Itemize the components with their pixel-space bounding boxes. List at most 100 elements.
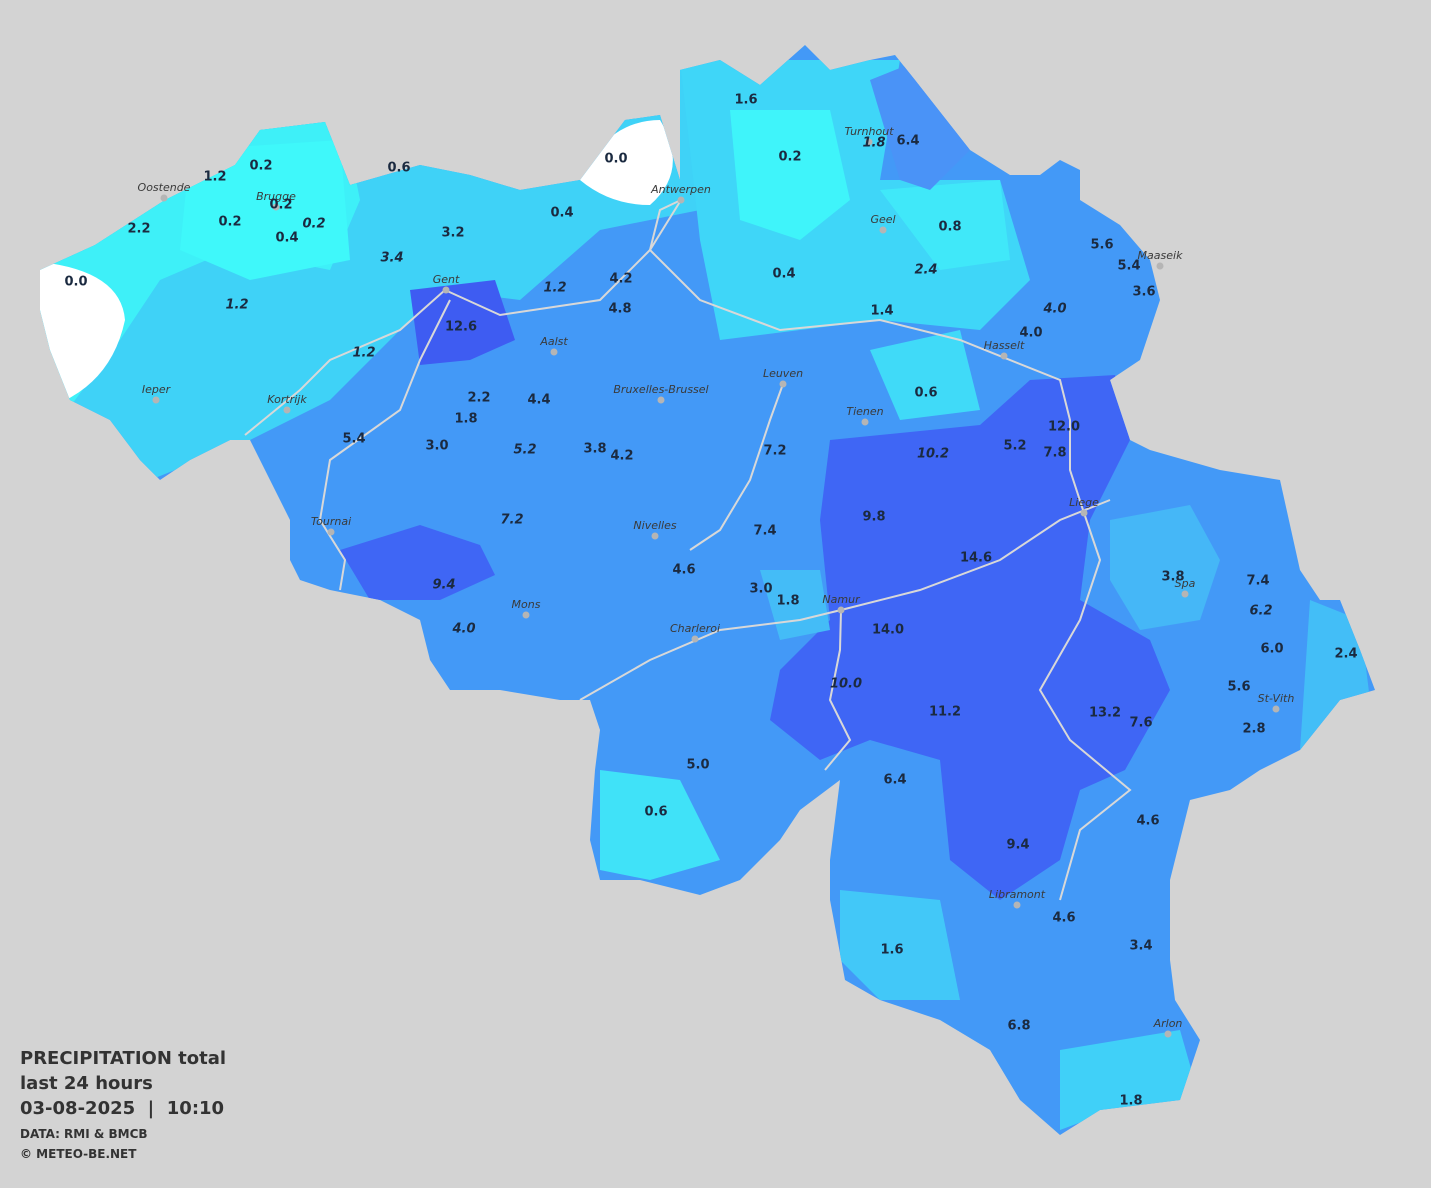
station-value: 2.2	[467, 391, 490, 406]
station-value: 0.4	[550, 206, 573, 221]
station-value: 4.0	[1019, 326, 1042, 341]
city-dot	[1156, 262, 1164, 270]
station-value: 14.6	[960, 551, 992, 566]
city-label: Spa	[1175, 577, 1196, 590]
station-value: 1.4	[870, 304, 893, 319]
city-dot	[691, 635, 699, 643]
station-value: 2.4	[1334, 647, 1357, 662]
city-dot	[651, 532, 659, 540]
city-dot	[657, 396, 665, 404]
station-value: 0.6	[644, 805, 667, 820]
station-value: 3.0	[749, 582, 772, 597]
station-value: 12.0	[1048, 420, 1080, 435]
station-value: 0.4	[772, 267, 795, 282]
city-dot	[442, 286, 450, 294]
title-line: PRECIPITATION total	[20, 1048, 226, 1069]
station-value: 3.6	[1132, 285, 1155, 300]
station-value: 3.2	[441, 226, 464, 241]
station-value: 11.2	[929, 705, 961, 720]
station-value: 0.2	[778, 150, 801, 165]
city-label: Geel	[870, 213, 895, 226]
city-dot	[879, 226, 887, 234]
city-dot	[152, 396, 160, 404]
city-dot	[1164, 1030, 1172, 1038]
station-value: 7.6	[1129, 716, 1152, 731]
station-value: 3.4	[1129, 939, 1152, 954]
station-value: 6.8	[1007, 1019, 1030, 1034]
station-value: 0.2	[249, 159, 272, 174]
station-value: 1.2	[225, 298, 248, 313]
station-value: 4.6	[1136, 814, 1159, 829]
city-label: Hasselt	[984, 339, 1025, 352]
city-label: Ieper	[142, 383, 172, 396]
city-label: Bruxelles-Brussel	[613, 383, 708, 396]
city-dot	[837, 606, 845, 614]
city-dot	[1013, 901, 1021, 909]
station-value: 5.4	[342, 432, 365, 447]
station-value: 1.6	[734, 93, 757, 108]
city-label: Turnhout	[844, 125, 894, 138]
station-value: 6.4	[883, 773, 906, 788]
title-line: last 24 hours	[20, 1073, 153, 1094]
station-value: 4.6	[672, 563, 695, 578]
station-value: 6.4	[896, 134, 919, 149]
station-value: 6.2	[1249, 604, 1272, 619]
city-dot	[1272, 705, 1280, 713]
station-value: 7.2	[500, 513, 523, 528]
station-value: 0.0	[604, 152, 627, 167]
station-value: 1.2	[203, 170, 226, 185]
station-value: 6.0	[1260, 642, 1283, 657]
station-value: 0.2	[302, 217, 325, 232]
station-value: 5.2	[513, 443, 536, 458]
station-value: 5.0	[686, 758, 709, 773]
city-dot	[861, 418, 869, 426]
station-value: 4.8	[608, 302, 631, 317]
station-value: 0.2	[269, 198, 292, 213]
credit: DATA: RMI & BMCB	[20, 1127, 148, 1141]
city-label: Charleroi	[670, 622, 720, 635]
city-label: Namur	[822, 593, 861, 606]
station-value: 1.8	[862, 136, 885, 151]
station-value: 7.4	[1246, 574, 1269, 589]
station-value: 10.0	[830, 677, 862, 692]
station-layer: 1.6 0.2 1.8 6.4 0.0 0.2 1.2 0.6 0.2 0.2 0.4 0.2 2.2 3…	[64, 93, 1357, 1109]
city-label: Arlon	[1153, 1017, 1183, 1030]
station-value: 3.8	[1161, 570, 1184, 585]
station-value: 5.6	[1090, 238, 1113, 253]
station-value: 4.2	[609, 272, 632, 287]
station-value: 2.4	[914, 263, 937, 278]
city-dot	[522, 611, 530, 619]
station-value: 0.2	[218, 215, 241, 230]
city-label: St-Vith	[1258, 692, 1295, 705]
city-dot	[550, 348, 558, 356]
city-label: Oostende	[138, 181, 191, 194]
station-value: 7.2	[763, 444, 786, 459]
city-dot	[1000, 352, 1008, 360]
station-value: 0.6	[914, 386, 937, 401]
station-value: 14.0	[872, 623, 904, 638]
station-value: 5.2	[1003, 439, 1026, 454]
station-value: 7.8	[1043, 446, 1066, 461]
station-value: 4.2	[610, 449, 633, 464]
city-dot	[327, 528, 335, 536]
city-layer: Oostende Brugge Antwerpen Turnhout Geel Maase…	[138, 125, 1295, 1038]
city-dot	[779, 380, 787, 388]
station-value: 0.0	[64, 275, 87, 290]
station-value: 1.2	[543, 281, 566, 296]
city-label: Libramont	[989, 888, 1046, 901]
station-value: 7.4	[753, 524, 776, 539]
station-value: 1.8	[776, 594, 799, 609]
city-label: Maaseik	[1138, 249, 1184, 262]
city-label: Mons	[512, 598, 541, 611]
station-value: 4.4	[527, 393, 550, 408]
station-value: 4.0	[1042, 302, 1066, 317]
title-line: 03-08-2025 | 10:10	[20, 1098, 224, 1119]
city-label: Leuven	[763, 367, 803, 380]
city-label: Brugge	[256, 190, 296, 203]
station-value: 9.4	[432, 578, 455, 593]
city-label: Nivelles	[633, 519, 676, 532]
station-value: 10.2	[917, 447, 949, 462]
city-label: Aalst	[539, 335, 568, 348]
station-value: 1.8	[454, 412, 477, 427]
